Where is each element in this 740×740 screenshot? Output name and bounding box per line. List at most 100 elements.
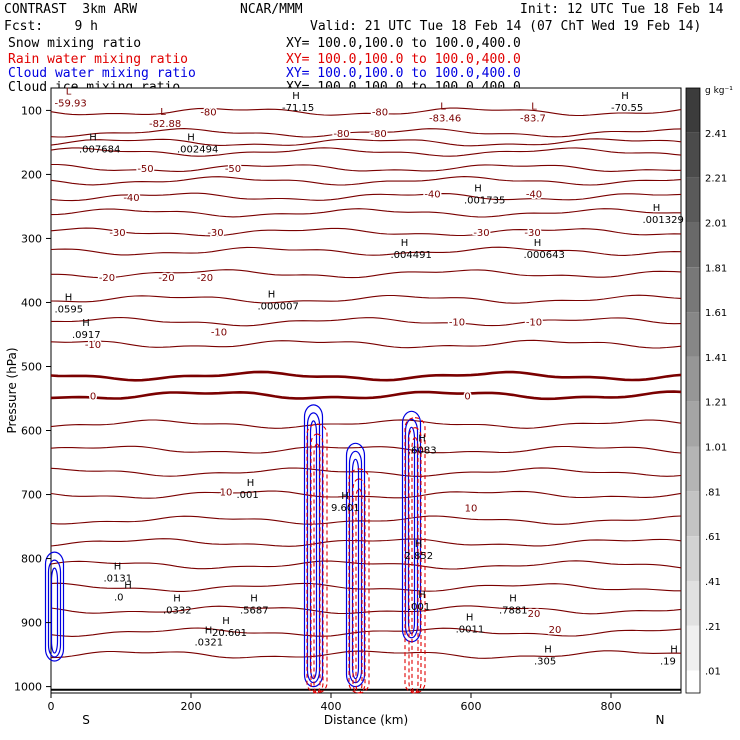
colorbar-tick-label: .61: [705, 532, 721, 543]
x-axis-label: Distance (km): [324, 713, 408, 727]
y-tick-label: 300: [21, 232, 42, 245]
extremum-value: .0321: [195, 637, 224, 648]
rain-water-contour: [408, 427, 422, 694]
extremum-value: -71.15: [282, 103, 314, 114]
y-axis-label: Pressure (hPa): [5, 347, 19, 433]
temperature-contour-20: [50, 582, 681, 592]
colorbar-tick-label: .01: [705, 667, 721, 678]
extremum-marker: H: [544, 645, 552, 656]
colorbar-tick-label: 1.41: [705, 353, 727, 364]
y-tick-label: 500: [21, 360, 42, 373]
colorbar-segment: [686, 88, 700, 133]
extremum-marker: H: [418, 590, 426, 601]
extremum-marker: H: [474, 184, 482, 195]
extremum-value: .0131: [104, 573, 133, 584]
contour-label: -30: [524, 228, 540, 239]
extremum-value: .002494: [177, 144, 218, 155]
colorbar-tick-label: 2.21: [705, 174, 727, 185]
temperature-contour-10: [50, 490, 682, 499]
plot-frame: [50, 87, 682, 694]
colorbar-segment: [686, 446, 700, 492]
contour-label: -40: [123, 193, 139, 204]
contour-label: 10: [220, 487, 233, 498]
header-init: Init: 12 UTC Tue 18 Feb 14: [520, 2, 724, 17]
y-tick-label: 700: [21, 489, 42, 502]
colorbar-segment: [686, 267, 700, 313]
temperature-contour-minus30: [50, 246, 682, 256]
rain-water-contour: [355, 488, 363, 694]
extremum-value: 9.601: [331, 503, 360, 514]
extremum-marker: L: [160, 107, 166, 118]
extremum-marker: H: [670, 645, 678, 656]
colorbar-tick-label: .41: [705, 577, 721, 588]
temperature-contour-minus20: [50, 294, 682, 304]
temperature-contour-minus30: [50, 227, 682, 237]
extremum-marker: H: [415, 539, 423, 550]
extremum-value: .001: [408, 602, 430, 613]
extremum-marker: L: [531, 102, 537, 113]
rain-water-contour: [404, 417, 426, 694]
extremum-marker: H: [173, 593, 181, 604]
y-tick-label: 800: [21, 553, 42, 566]
extremum-marker: H: [653, 203, 661, 214]
temperature-contour-20: [50, 627, 682, 637]
colorbar-segment: [686, 491, 700, 537]
extremum-value: .305: [534, 657, 556, 668]
contour-label: -30: [109, 228, 125, 239]
temperature-contour-10: [50, 419, 682, 429]
field-xy-cloud-water: XY= 100.0,100.0 to 100.0,400.0: [286, 66, 521, 81]
x-tick-label: 600: [461, 700, 482, 713]
temperature-contour-minus70: [50, 138, 682, 147]
x-tick-label: 800: [601, 700, 622, 713]
header-title-left: CONTRAST 3km ARW: [4, 2, 138, 17]
extremum-marker: H: [89, 132, 97, 143]
field-xy-snow: XY= 100.0,100.0 to 100.0,400.0: [286, 36, 521, 51]
temperature-contour-20: [50, 560, 682, 570]
colorbar-tick-label: 1.61: [705, 308, 727, 319]
y-tick-label: 200: [21, 168, 42, 181]
temperature-contour-minus80: [50, 107, 682, 117]
extremum-value: .7881: [499, 605, 528, 616]
extremum-value: .000643: [524, 250, 565, 261]
contour-label: -20: [99, 273, 115, 284]
y-tick-label: 100: [21, 104, 42, 117]
contour-label: -10: [85, 340, 101, 351]
contour-label: -40: [424, 190, 440, 201]
x-tick-label: 400: [321, 700, 342, 713]
y-tick-label: 400: [21, 296, 42, 309]
contour-label: -80: [372, 108, 388, 119]
contour-label: 20: [528, 609, 541, 620]
temperature-contour-10: [50, 515, 682, 525]
cloud-water-contour: [47, 559, 62, 658]
colorbar-segment: [686, 177, 700, 223]
extremum-marker: H: [187, 132, 195, 143]
field-xy-rain: XY= 100.0,100.0 to 100.0,400.0: [286, 52, 521, 67]
extremum-value: -70.55: [611, 103, 643, 114]
temperature-contour-minus20: [51, 269, 682, 279]
colorbar-segment: [686, 356, 700, 402]
colorbar-tick-label: 2.41: [705, 129, 727, 140]
colorbar-frame: [685, 87, 701, 694]
colorbar-tick-label: .81: [705, 487, 721, 498]
extremum-value: .0: [114, 593, 124, 604]
header-fcst: Fcst: 9 h: [4, 19, 98, 34]
extremum-value: -83.46: [429, 114, 461, 125]
extremum-value: -83.7: [520, 114, 546, 125]
extremum-marker: H: [466, 613, 474, 624]
extremum-value: -82.88: [149, 119, 181, 130]
colorbar-tick-label: 1.81: [705, 263, 727, 274]
extremum-value: .0011: [456, 625, 485, 636]
colorbar-tick-label: 2.01: [705, 218, 727, 229]
colorbar-segment: [686, 625, 700, 671]
contour-label: -20: [158, 273, 174, 284]
rain-water-contour: [348, 468, 370, 694]
extremum-value: .5687: [240, 605, 269, 616]
temperature-contour-minus10: [50, 339, 682, 349]
extremum-value: .001329: [643, 215, 684, 226]
temperature-contour-10: [50, 445, 682, 454]
contour-label: -10: [526, 318, 542, 329]
extremum-value: .000007: [258, 301, 299, 312]
endpoint-left: S: [82, 713, 90, 727]
contour-label: -30: [207, 228, 223, 239]
